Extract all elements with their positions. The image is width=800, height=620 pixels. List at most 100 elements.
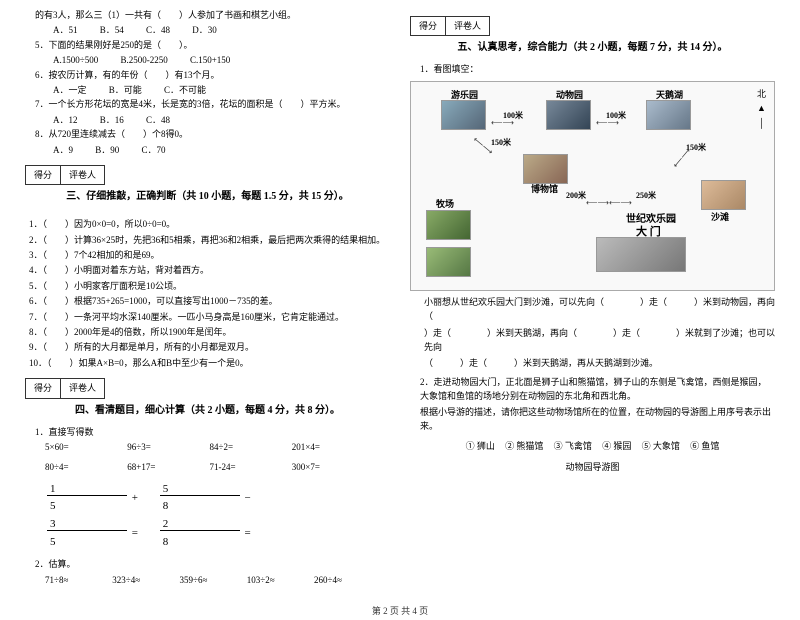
- opt-b[interactable]: B．可能: [109, 85, 142, 95]
- arrow-icon: ⟵⟶: [491, 117, 514, 130]
- q2-text-2: 根据小导游的描述，请你把这些动物场馆所在的位置，在动物园的导游图上用序号表示出来…: [420, 405, 775, 434]
- opt-b[interactable]: B.2500-2250: [120, 55, 167, 65]
- page-footer: 第 2 页 共 4 页: [0, 601, 800, 620]
- q8-text: 8．从720里连续减去（ ）个8得0。: [35, 127, 390, 141]
- label-shatan: 沙滩: [711, 210, 729, 224]
- grader-cell[interactable]: 评卷人: [60, 378, 105, 398]
- opt-a[interactable]: A．一定: [53, 85, 87, 95]
- q1-text: 1．看图填空：: [420, 62, 775, 76]
- frac-row: 15 + 35 = 58 − 28 =: [45, 481, 390, 551]
- judge-7[interactable]: 7．（ ）一条河平均水深140厘米。一匹小马身高是160厘米，它肯定能通过。: [29, 310, 390, 324]
- img-shatan: [701, 180, 746, 210]
- q4-options: A．51 B．54 C．48 D．30: [53, 23, 390, 37]
- calc-item[interactable]: 71-24=: [210, 460, 290, 474]
- opt-b[interactable]: B．54: [100, 25, 124, 35]
- q6-options: A．一定 B．可能 C．不可能: [53, 83, 390, 97]
- judge-1[interactable]: 1．（ ）因为0×0=0，所以0÷0=0。: [29, 217, 390, 231]
- opt-c[interactable]: C．48: [146, 25, 170, 35]
- q8-options: A．9 B．90 C．70: [53, 143, 390, 157]
- section-4-title: 四、看清题目，细心计算（共 2 小题，每题 4 分，共 8 分）。: [25, 403, 390, 419]
- judge-6[interactable]: 6．（ ）根据735+265=1000，可以直接写出1000－735的差。: [29, 294, 390, 308]
- est-item[interactable]: 359÷6≈: [180, 573, 245, 587]
- calc-item[interactable]: 96÷3=: [127, 440, 207, 454]
- legend-item: ② 熊猫馆: [505, 441, 543, 451]
- opt-a[interactable]: A．12: [53, 115, 78, 125]
- opt-c[interactable]: C．70: [142, 145, 166, 155]
- park-map: 北▲│ 游乐园 动物园 天鹅湖 100米 100米 ⟵⟶ ⟵⟶ 牧场 博物馆 1…: [410, 81, 775, 291]
- img-bowu: [523, 154, 568, 184]
- est-item[interactable]: 260÷4≈: [314, 573, 379, 587]
- calc-row-1: 5×60= 96÷3= 84÷2= 201×4=: [45, 440, 390, 454]
- calc-item[interactable]: 5×60=: [45, 440, 125, 454]
- q2-text: 2．走进动物园大门，正北面是狮子山和熊猫馆，狮子山的东侧是飞禽馆，西侧是猴园，大…: [420, 375, 775, 404]
- legend-row: ① 狮山 ② 熊猫馆 ③ 飞禽馆 ④ 猴园 ⑤ 大象馆 ⑥ 鱼馆: [410, 439, 775, 453]
- q5-options: A.1500÷500 B.2500-2250 C.150+150: [53, 53, 390, 67]
- opt-c[interactable]: C．不可能: [164, 85, 206, 95]
- fill-1[interactable]: 小丽想从世纪欢乐园大门到沙滩，可以先向（ ）走（ ）米到动物园，再向（: [424, 295, 775, 324]
- opt-a[interactable]: A．9: [53, 145, 73, 155]
- calc-item[interactable]: 201×4=: [292, 440, 372, 454]
- legend-item: ① 狮山: [466, 441, 495, 451]
- img-extra: [426, 247, 471, 277]
- dist-5: 200米: [566, 190, 586, 203]
- img-yule: [441, 100, 486, 130]
- section-5-title: 五、认真思考，综合能力（共 2 小题，每题 7 分，共 14 分）。: [410, 40, 775, 56]
- opt-a[interactable]: A．51: [53, 25, 78, 35]
- est-item[interactable]: 71÷8≈: [45, 573, 110, 587]
- grader-cell[interactable]: 评卷人: [60, 165, 105, 185]
- img-gate: [596, 237, 686, 272]
- section-3-title: 三、仔细推敲，正确判断（共 10 小题，每题 1.5 分，共 15 分）。: [25, 189, 390, 205]
- calc-row-2: 80÷4= 68+17= 71-24= 300×7=: [45, 460, 390, 474]
- judge-3[interactable]: 3．（ ）7个42相加的和是69。: [29, 248, 390, 262]
- fill-2[interactable]: ）走（ ）米到天鹅湖，再向（ ）走（ ）米就到了沙滩；也可以先向: [424, 326, 775, 355]
- opt-d[interactable]: D．30: [192, 25, 217, 35]
- legend-item: ⑤ 大象馆: [642, 441, 680, 451]
- fill-3[interactable]: （ ）走（ ）米到天鹅湖，再从天鹅湖到沙滩。: [424, 356, 775, 370]
- est-item[interactable]: 323÷4≈: [112, 573, 177, 587]
- frac-expr-1[interactable]: 15 + 35 =: [45, 481, 155, 551]
- judge-10[interactable]: 10．（ ）如果A×B=0，那么A和B中至少有一个是0。: [29, 356, 390, 370]
- q7-text: 7．一个长方形花坛的宽是4米，长是宽的3倍，花坛的面积是（ ）平方米。: [35, 97, 390, 111]
- grader-cell[interactable]: 评卷人: [445, 16, 490, 36]
- legend-title: 动物园导游图: [410, 460, 775, 474]
- est-subtitle: 2．估算。: [35, 557, 390, 571]
- score-cell[interactable]: 得分: [25, 378, 60, 398]
- calc-item[interactable]: 80÷4=: [45, 460, 125, 474]
- opt-b[interactable]: B．90: [95, 145, 119, 155]
- opt-b[interactable]: B．16: [100, 115, 124, 125]
- judge-5[interactable]: 5．（ ）小明家客厅面积是10公顷。: [29, 279, 390, 293]
- q5-text: 5．下面的结果刚好是250的是（ ）。: [35, 38, 390, 52]
- score-table-5: 得分 评卷人: [410, 16, 775, 36]
- legend-item: ⑥ 鱼馆: [690, 441, 719, 451]
- label-bowu: 博物馆: [531, 182, 558, 196]
- opt-c[interactable]: C.150+150: [190, 55, 230, 65]
- est-row: 71÷8≈ 323÷4≈ 359÷6≈ 103÷2≈ 260÷4≈: [45, 573, 390, 587]
- img-muchang: [426, 210, 471, 240]
- dist-6: 250米: [636, 190, 656, 203]
- legend-item: ③ 飞禽馆: [554, 441, 592, 451]
- opt-a[interactable]: A.1500÷500: [53, 55, 98, 65]
- score-table-4: 得分 评卷人: [25, 378, 390, 398]
- calc-item[interactable]: 84÷2=: [210, 440, 290, 454]
- calc-item[interactable]: 300×7=: [292, 460, 372, 474]
- legend-item: ④ 猴园: [602, 441, 631, 451]
- est-item[interactable]: 103÷2≈: [247, 573, 312, 587]
- arrow-icon: ⟵⟶: [596, 117, 619, 130]
- q7-options: A．12 B．16 C．48: [53, 113, 390, 127]
- q4-continuation: 的有3人，那么三（1）一共有（ ）人参加了书画和棋艺小组。: [35, 8, 390, 22]
- img-dongwu: [546, 100, 591, 130]
- calc-subtitle: 1．直接写得数: [35, 425, 390, 439]
- calc-item[interactable]: 68+17=: [127, 460, 207, 474]
- judge-9[interactable]: 9．（ ）所有的大月都是单月，所有的小月都是双月。: [29, 340, 390, 354]
- judge-2[interactable]: 2．（ ）计算36×25时，先把36和5相乘，再把36和2相乘，最后把两次乘得的…: [29, 233, 390, 247]
- judge-4[interactable]: 4．（ ）小明面对着东方站，背对着西方。: [29, 263, 390, 277]
- img-tiane: [646, 100, 691, 130]
- frac-expr-2[interactable]: 58 − 28 =: [158, 481, 268, 551]
- opt-c[interactable]: C．48: [146, 115, 170, 125]
- arrow-icon: ⟵⟶⟵⟶: [586, 197, 632, 210]
- judge-8[interactable]: 8．（ ）2000年是4的倍数，所以1900年是闰年。: [29, 325, 390, 339]
- q6-text: 6．按农历计算，有的年份（ ）有13个月。: [35, 68, 390, 82]
- score-cell[interactable]: 得分: [25, 165, 60, 185]
- score-cell[interactable]: 得分: [410, 16, 445, 36]
- compass-icon: 北▲│: [757, 87, 766, 130]
